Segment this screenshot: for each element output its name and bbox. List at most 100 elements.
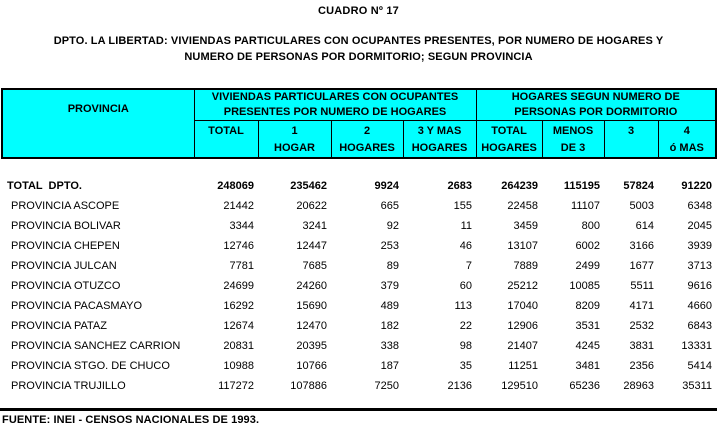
cell-value: 3241 (302, 220, 327, 232)
subtitle-line-2: NUMERO DE PERSONAS POR DORMITORIO; SEGUN… (184, 51, 533, 63)
cell-value: 3713 (687, 260, 712, 272)
cell-value: 12470 (296, 320, 327, 332)
cell-value: 28963 (623, 380, 654, 392)
cell-value: 10988 (223, 360, 254, 372)
row-label: PROVINCIA BOLIVAR (11, 220, 121, 232)
col-header-line: MENOS (552, 125, 594, 137)
cell-value: 117272 (218, 380, 254, 392)
cell-value: 5511 (630, 280, 654, 292)
table-row: PROVINCIA ASCOPE 21442 20622 665 155 22458 111… (1, 196, 715, 216)
cell-value: 17040 (507, 300, 538, 312)
cell-value: 60 (459, 280, 472, 292)
cell-value: 3166 (629, 240, 654, 252)
cell-value: 4660 (687, 300, 712, 312)
col-header-3-y-mas-hogares: 3 Y MAS HOGARES (402, 120, 477, 159)
row-label: PROVINCIA PATAZ (11, 320, 107, 332)
cell-value: 16292 (223, 300, 254, 312)
cell-value: 2532 (629, 320, 654, 332)
table-row: PROVINCIA JULCAN 7781 7685 89 7 7889 2499 1677 3… (1, 256, 715, 276)
cell-value: 5414 (687, 360, 712, 372)
table-row: TOTAL DPTO. 248069 235462 9924 2683 264239 115… (1, 176, 715, 196)
cell-value: 7 (465, 260, 472, 272)
cell-value: 4245 (575, 340, 600, 352)
cell-value: 12447 (296, 240, 327, 252)
cell-value: 65236 (569, 380, 600, 392)
cell-value: 8209 (575, 300, 600, 312)
cell-value: 7250 (374, 380, 399, 392)
cell-value: 20622 (296, 200, 327, 212)
table-row: PROVINCIA CHEPEN 12746 12447 253 46 13107 6002… (1, 236, 715, 256)
cell-value: 3459 (513, 220, 538, 232)
cell-value: 92 (386, 220, 399, 232)
cell-value: 2356 (629, 360, 654, 372)
cell-value: 11107 (571, 200, 600, 212)
cell-value: 21407 (507, 340, 538, 352)
source-note: FUENTE: INEI - CENSOS NACIONALES DE 1993… (2, 414, 260, 426)
col-header-total-hogares: TOTAL HOGARES (475, 120, 543, 159)
col-header-line: HOGARES (339, 142, 395, 154)
cell-value: 665 (380, 200, 399, 212)
group-viviendas-line2: PRESENTES POR NUMERO DE HOGARES (223, 106, 447, 118)
table-row: PROVINCIA STGO. DE CHUCO 10988 10766 187 35 1… (1, 356, 715, 376)
row-label: PROVINCIA ASCOPE (11, 200, 120, 212)
cell-value: 13331 (681, 340, 712, 352)
group-header-viviendas: VIVIENDAS PARTICULARES CON OCUPANTES PRE… (193, 88, 477, 121)
cell-value: 15690 (296, 300, 327, 312)
group-hogares-line2: PERSONAS POR DORMITORIO (514, 106, 678, 118)
table-header: PROVINCIA VIVIENDAS PARTICULARES CON OCU… (1, 88, 717, 159)
cell-value: 11251 (508, 360, 538, 372)
table-row: PROVINCIA BOLIVAR 3344 3241 92 11 3459 800 614 2… (1, 216, 715, 236)
cell-value: 12674 (223, 320, 254, 332)
group-header-hogares: HOGARES SEGUN NUMERO DE PERSONAS POR DOR… (475, 88, 717, 121)
table-row: PROVINCIA PATAZ 12674 12470 182 22 12906 3531 2… (1, 316, 715, 336)
col-header-line: 4 (683, 125, 690, 137)
row-label: TOTAL DPTO. (7, 180, 82, 192)
col-header-line: TOTAL (491, 125, 527, 137)
cell-value: 91220 (681, 180, 712, 192)
col-header-line: HOGARES (481, 142, 537, 154)
data-table: TOTAL DPTO. 248069 235462 9924 2683 264239 115… (1, 176, 715, 396)
cell-value: 187 (380, 360, 399, 372)
col-header-total-viviendas: TOTAL (193, 120, 259, 159)
col-header-1-hogar: 1 HOGAR (257, 120, 332, 159)
cell-value: 3344 (229, 220, 254, 232)
col-header-line: 2 (363, 125, 371, 137)
col-header-line: 3 (627, 125, 635, 137)
cell-value: 800 (581, 220, 600, 232)
cell-value: 115195 (563, 180, 600, 192)
col-header-3-personas: 3 (603, 120, 659, 159)
cell-value: 3939 (687, 240, 712, 252)
cell-value: 3531 (575, 320, 600, 332)
col-header-line: DE 3 (560, 142, 586, 154)
page-title: CUADRO Nº 17 (318, 5, 399, 17)
row-label: PROVINCIA PACASMAYO (11, 300, 143, 312)
cell-value: 10766 (296, 360, 327, 372)
cell-value: 12746 (223, 240, 254, 252)
table-row: PROVINCIA TRUJILLO 117272 107886 7250 2136 12… (1, 376, 715, 396)
row-label: PROVINCIA CHEPEN (11, 240, 120, 252)
cell-value: 113 (454, 300, 472, 312)
cell-value: 3481 (575, 360, 600, 372)
cell-value: 6002 (575, 240, 600, 252)
col-header-line: ó MAS (669, 142, 704, 154)
group-hogares-line1: HOGARES SEGUN NUMERO DE (511, 91, 680, 103)
cell-value: 25212 (507, 280, 538, 292)
cell-value: 6348 (687, 200, 712, 212)
cell-value: 35 (459, 360, 472, 372)
table-row: PROVINCIA SANCHEZ CARRION 20831 20395 338 98… (1, 336, 715, 356)
cell-value: 248069 (217, 180, 254, 192)
cell-value: 9924 (374, 180, 399, 192)
group-viviendas-line1: VIVIENDAS PARTICULARES CON OCUPANTES (211, 91, 459, 103)
cell-value: 13107 (507, 240, 538, 252)
cell-value: 182 (380, 320, 399, 332)
cell-value: 2683 (447, 180, 472, 192)
row-label: PROVINCIA SANCHEZ CARRION (11, 340, 181, 352)
cell-value: 5003 (629, 200, 654, 212)
cell-value: 614 (635, 220, 654, 232)
cell-value: 338 (380, 340, 399, 352)
subtitle-line-1: DPTO. LA LIBERTAD: VIVIENDAS PARTICULARE… (53, 35, 664, 47)
table-row: PROVINCIA PACASMAYO 16292 15690 489 113 17040… (1, 296, 715, 316)
row-label: PROVINCIA OTUZCO (11, 280, 121, 292)
table-row: PROVINCIA OTUZCO 24699 24260 379 60 25212 1008… (1, 276, 715, 296)
cell-value: 129510 (501, 380, 538, 392)
